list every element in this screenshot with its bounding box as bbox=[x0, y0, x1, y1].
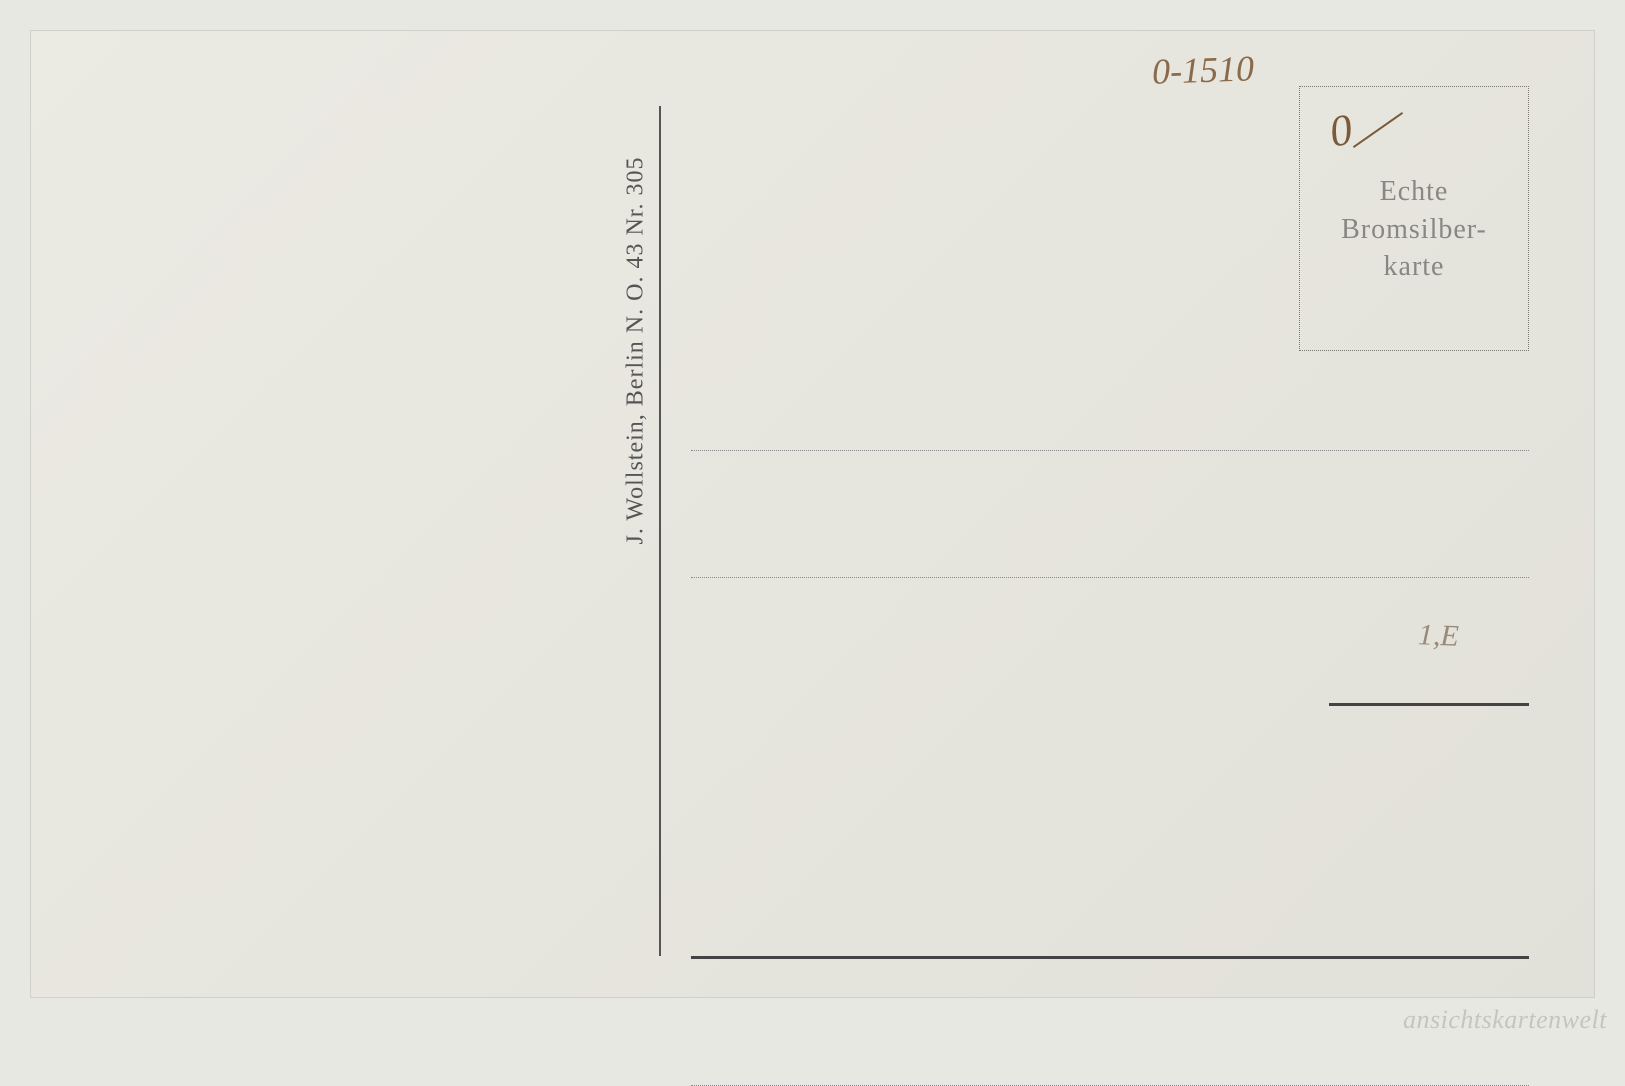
price-annotation: 1,E bbox=[1418, 618, 1460, 653]
stamp-text-line2: Bromsilber- bbox=[1341, 214, 1487, 245]
catalog-number-handwritten: 0-1510 bbox=[1151, 47, 1254, 93]
stamp-handwritten-mark: 0 bbox=[1326, 103, 1357, 157]
watermark-text: ansichtskartenwelt bbox=[1403, 1005, 1607, 1035]
stamp-box-label: Echte Bromsilber- karte bbox=[1341, 173, 1487, 286]
address-line-2 bbox=[691, 576, 1529, 578]
address-area bbox=[691, 449, 1529, 1086]
address-line-1 bbox=[691, 449, 1529, 451]
stamp-text-line1: Echte bbox=[1380, 176, 1449, 207]
divider-line bbox=[659, 106, 661, 956]
address-line-3-short bbox=[1329, 703, 1529, 706]
address-line-4-solid bbox=[691, 956, 1529, 959]
stamp-text-line3: karte bbox=[1384, 251, 1445, 282]
postcard-back: 0-1510 0 Echte Bromsilber- karte J. Woll… bbox=[30, 30, 1595, 998]
stamp-slash-mark bbox=[1353, 112, 1403, 148]
stamp-area: 0 Echte Bromsilber- karte bbox=[1299, 86, 1529, 351]
publisher-imprint: J. Wollstein, Berlin N. O. 43 Nr. 305 bbox=[623, 157, 650, 545]
